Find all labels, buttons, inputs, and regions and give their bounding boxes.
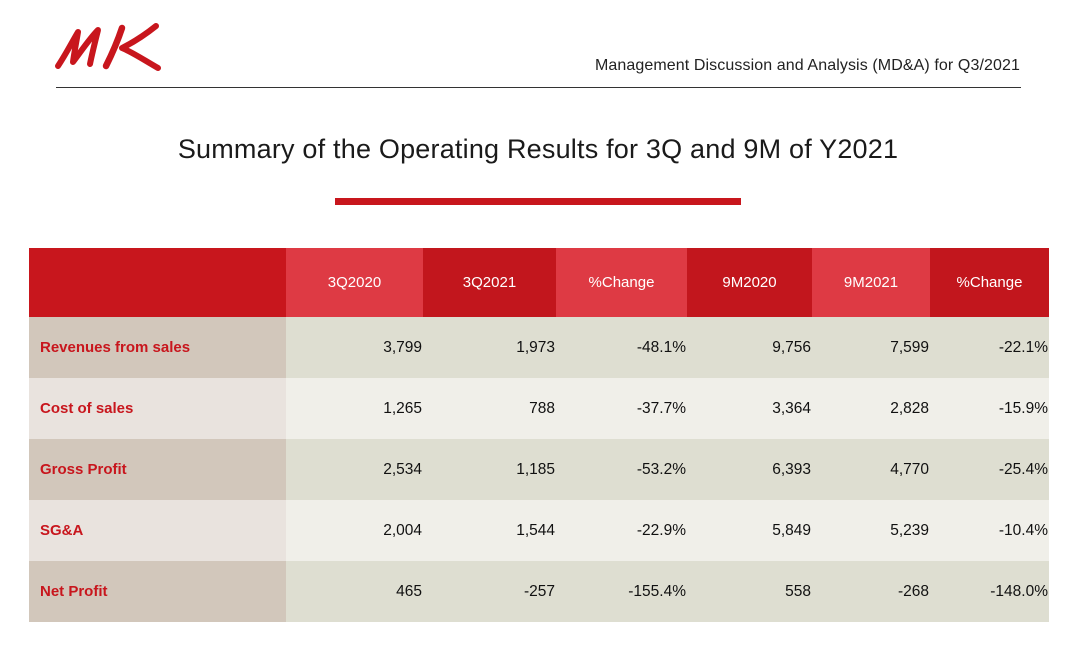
cell-9m2021: 2,828	[812, 378, 930, 439]
row-label: Gross Profit	[29, 439, 286, 500]
table-header-row: 3Q2020 3Q2021 %Change 9M2020 9M2021 %Cha…	[29, 248, 1049, 317]
cell-3q2020: 1,265	[286, 378, 423, 439]
cell-9m2021: -268	[812, 561, 930, 622]
row-label: Cost of sales	[29, 378, 286, 439]
cell-9m2020: 6,393	[687, 439, 812, 500]
cell-9m2020: 9,756	[687, 317, 812, 378]
cell-9m-change: -25.4%	[930, 439, 1049, 500]
cell-9m2021: 5,239	[812, 500, 930, 561]
header-cell-3q2020: 3Q2020	[286, 248, 423, 317]
cell-9m2021: 7,599	[812, 317, 930, 378]
cell-9m2020: 3,364	[687, 378, 812, 439]
header-cell-9m2020: 9M2020	[687, 248, 812, 317]
header-cell-blank	[29, 248, 286, 317]
cell-9m2020: 5,849	[687, 500, 812, 561]
mk-logo-icon	[55, 23, 161, 71]
cell-9m-change: -22.1%	[930, 317, 1049, 378]
cell-3q2021: 788	[423, 378, 556, 439]
cell-3q2021: 1,185	[423, 439, 556, 500]
cell-3q-change: -53.2%	[556, 439, 687, 500]
cell-9m-change: -15.9%	[930, 378, 1049, 439]
title-underline	[335, 198, 741, 205]
table-row: Net Profit 465 -257 -155.4% 558 -268 -14…	[29, 561, 1049, 622]
cell-9m2021: 4,770	[812, 439, 930, 500]
header-cell-9m2021: 9M2021	[812, 248, 930, 317]
cell-3q-change: -22.9%	[556, 500, 687, 561]
cell-3q2021: -257	[423, 561, 556, 622]
cell-3q2021: 1,973	[423, 317, 556, 378]
cell-3q2020: 2,004	[286, 500, 423, 561]
table-row: Cost of sales 1,265 788 -37.7% 3,364 2,8…	[29, 378, 1049, 439]
cell-3q2021: 1,544	[423, 500, 556, 561]
cell-3q-change: -37.7%	[556, 378, 687, 439]
table-row: SG&A 2,004 1,544 -22.9% 5,849 5,239 -10.…	[29, 500, 1049, 561]
cell-9m-change: -148.0%	[930, 561, 1049, 622]
cell-3q-change: -48.1%	[556, 317, 687, 378]
cell-3q2020: 3,799	[286, 317, 423, 378]
header-cell-3q-change: %Change	[556, 248, 687, 317]
operating-results-table: 3Q2020 3Q2021 %Change 9M2020 9M2021 %Cha…	[29, 248, 1049, 622]
header-divider	[56, 87, 1021, 88]
row-label: Revenues from sales	[29, 317, 286, 378]
cell-3q2020: 2,534	[286, 439, 423, 500]
header-cell-3q2021: 3Q2021	[423, 248, 556, 317]
cell-9m2020: 558	[687, 561, 812, 622]
cell-9m-change: -10.4%	[930, 500, 1049, 561]
table-row: Gross Profit 2,534 1,185 -53.2% 6,393 4,…	[29, 439, 1049, 500]
table-row: Revenues from sales 3,799 1,973 -48.1% 9…	[29, 317, 1049, 378]
cell-3q-change: -155.4%	[556, 561, 687, 622]
row-label: Net Profit	[29, 561, 286, 622]
header-subtitle: Management Discussion and Analysis (MD&A…	[594, 57, 1020, 74]
row-label: SG&A	[29, 500, 286, 561]
header-cell-9m-change: %Change	[930, 248, 1049, 317]
page-title: Summary of the Operating Results for 3Q …	[177, 134, 899, 164]
cell-3q2020: 465	[286, 561, 423, 622]
